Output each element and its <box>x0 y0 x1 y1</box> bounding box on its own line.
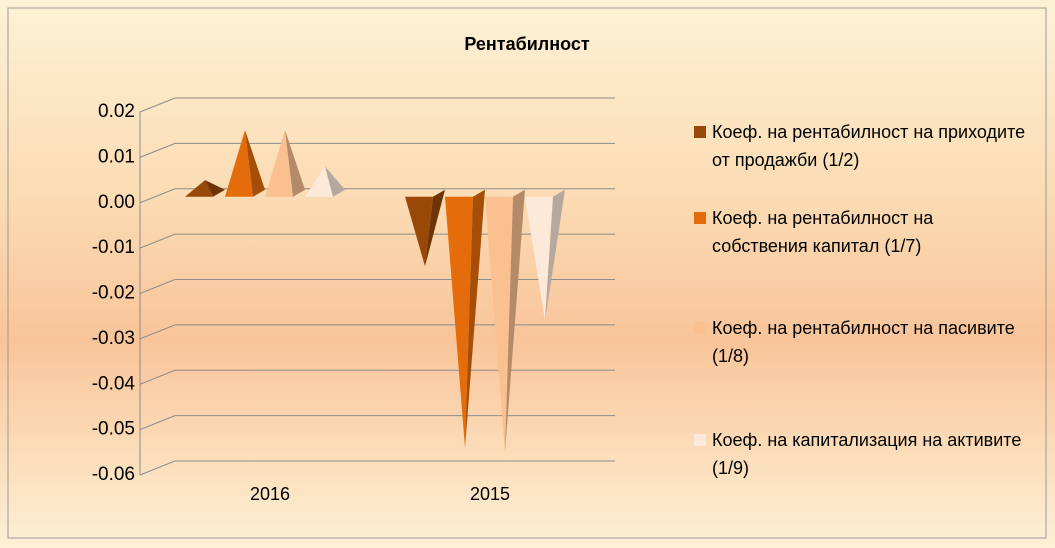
y-tick-label: -0.05 <box>92 419 135 440</box>
pyramid-side <box>425 189 445 267</box>
legend-swatch <box>694 212 706 224</box>
grid-line <box>139 460 615 476</box>
pyramid-front <box>185 180 213 197</box>
legend-item: Коеф. на рентабилност на собствения капи… <box>694 204 1032 260</box>
grid-line <box>139 97 615 113</box>
grid-line <box>139 142 615 158</box>
y-tick-label: -0.06 <box>92 464 135 485</box>
legend-item: Коеф. на капитализация на активите (1/9) <box>694 426 1032 482</box>
y-tick-label: -0.03 <box>92 328 135 349</box>
grid-line <box>139 415 615 431</box>
chart-border <box>7 7 1047 539</box>
pyramid-side <box>545 189 565 321</box>
pyramid-front <box>525 196 553 321</box>
grid-line <box>139 188 615 204</box>
pyramid <box>305 166 345 197</box>
pyramid <box>225 130 265 197</box>
pyramid-side <box>285 130 305 197</box>
pyramid-front <box>225 130 253 197</box>
pyramid <box>525 189 565 321</box>
pyramid-side <box>465 189 485 448</box>
legend-swatch <box>694 322 706 334</box>
pyramid-front <box>405 196 433 267</box>
legend-label: Коеф. на рентабилност на пасивите (1/8) <box>712 318 1015 366</box>
pyramid-side <box>325 166 345 197</box>
pyramid <box>405 189 445 267</box>
pyramid-side <box>505 189 525 453</box>
legend-label: Коеф. на капитализация на активите (1/9) <box>712 430 1022 478</box>
y-tick-label: 0.00 <box>98 192 135 213</box>
pyramid <box>485 189 525 453</box>
y-tick-label: -0.02 <box>92 283 135 304</box>
legend-label: Коеф. на рентабилност на приходите от пр… <box>712 122 1026 170</box>
y-tick-label: 0.01 <box>98 146 135 167</box>
pyramid <box>185 180 225 197</box>
legend-item: Коеф. на рентабилност на пасивите (1/8) <box>694 314 1032 370</box>
x-tick-label: 2016 <box>250 484 290 504</box>
grid-line <box>139 369 615 385</box>
pyramid <box>445 189 485 448</box>
legend-item: Коеф. на рентабилност на приходите от пр… <box>694 118 1032 174</box>
pyramid-front <box>485 196 513 453</box>
pyramid-front <box>445 196 473 448</box>
pyramid-front <box>305 166 333 197</box>
legend-swatch <box>694 434 706 446</box>
grid-line <box>139 324 615 340</box>
pyramid-front <box>265 130 293 197</box>
legend-label: Коеф. на рентабилност на собствения капи… <box>712 208 934 256</box>
chart-title: Рентабилност <box>464 34 590 54</box>
pyramid-side <box>245 130 265 197</box>
x-tick-label: 2015 <box>470 484 510 504</box>
legend-swatch <box>694 126 706 138</box>
y-tick-label: -0.04 <box>92 373 136 394</box>
pyramid <box>265 130 305 197</box>
pyramid-side <box>205 180 225 197</box>
y-tick-label: -0.01 <box>92 237 135 258</box>
y-tick-label: 0.02 <box>98 101 135 122</box>
